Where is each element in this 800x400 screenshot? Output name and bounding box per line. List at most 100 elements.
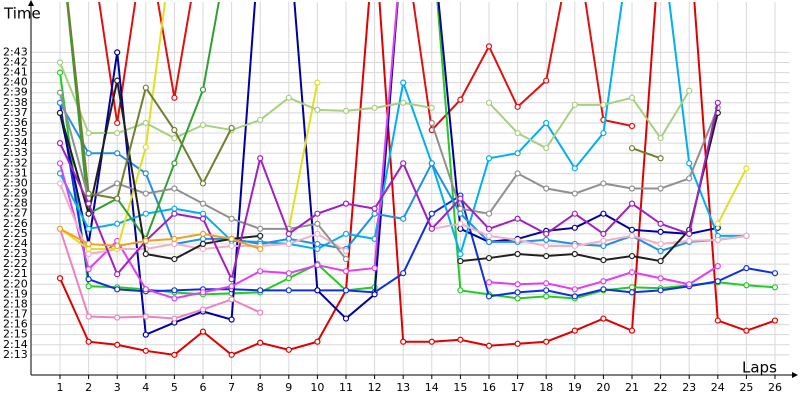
y-tick-label: 2:25 [3,227,28,240]
x-tick-label: 15 [453,381,467,394]
data-point [199,86,207,93]
y-tick-label: 2:36 [3,116,28,129]
data-point [400,99,407,106]
data-point [257,339,264,346]
data-point [686,87,693,94]
data-point [600,278,607,285]
data-point [457,250,464,258]
data-point [228,124,235,132]
data-point [257,232,264,239]
data-point [371,210,378,217]
data-point [600,180,607,187]
data-point [571,210,578,217]
data-point [428,225,435,232]
data-point [657,247,664,255]
data-point [142,84,149,91]
data-point [514,250,521,258]
data-point [485,279,493,286]
x-axis-title: Laps [742,359,777,377]
data-point [457,287,464,294]
data-point [142,286,149,293]
data-point [543,280,550,287]
data-point [142,250,149,258]
data-point [514,236,521,244]
data-point [171,295,178,302]
data-point [543,293,550,300]
data-point [686,175,693,182]
data-point [114,180,121,187]
data-point [199,289,207,296]
series-line [59,2,776,300]
data-point [314,220,321,227]
series-line [59,228,261,320]
data-point [56,59,64,66]
data-point [600,315,607,322]
data-point [56,69,64,76]
data-point [85,129,92,137]
y-tick-label: 2:13 [3,348,28,361]
data-point [628,122,636,130]
series-line [59,2,776,356]
data-point [171,255,178,263]
data-point [657,155,664,162]
data-point [56,160,64,167]
data-point [85,338,92,345]
data-point [571,286,578,293]
data-point [285,270,292,277]
data-point [628,185,636,192]
x-tick-label: 5 [171,381,178,394]
data-point [600,237,607,245]
data-point [85,240,92,248]
data-point [600,256,607,264]
data-point [171,134,178,142]
data-point [171,315,178,322]
data-point [400,215,407,222]
data-point [142,347,149,354]
data-point [228,283,235,290]
x-tick-label: 4 [142,381,149,394]
data-point [171,210,178,217]
x-tick-label: 26 [768,381,782,394]
data-point [314,338,321,345]
data-point [657,240,664,248]
data-point [85,200,92,207]
x-tick-label: 7 [228,381,235,394]
y-tick-label: 2:42 [3,55,28,68]
data-point [543,230,550,237]
y-arrow [28,0,34,6]
data-point [514,150,521,157]
y-tick-label: 2:41 [3,66,28,79]
data-point [257,116,264,124]
data-point [514,281,521,288]
data-point [199,245,207,253]
data-point [543,338,550,345]
data-point [485,342,493,349]
x-tick-label: 17 [511,381,525,394]
data-point [457,225,464,232]
x-tick-label: 8 [257,381,264,394]
data-point [743,165,750,172]
y-tick-label: 2:34 [3,136,28,149]
data-point [142,331,149,338]
data-point [114,195,121,202]
x-tick-label: 3 [114,381,121,394]
data-point [342,255,350,263]
data-point [285,275,292,282]
data-point [342,287,350,294]
y-tick-label: 2:19 [3,287,28,300]
data-point [257,309,264,316]
data-point [600,242,607,250]
data-point [571,293,578,300]
data-point [543,252,550,260]
data-point [457,257,464,265]
data-point [686,160,693,167]
data-point [600,286,607,293]
data-point [114,341,121,348]
data-point [628,252,636,260]
series-line [59,227,261,250]
data-point [628,145,636,152]
data-point [114,271,121,278]
data-point [171,185,178,192]
data-point [114,129,121,137]
data-point [514,215,521,222]
